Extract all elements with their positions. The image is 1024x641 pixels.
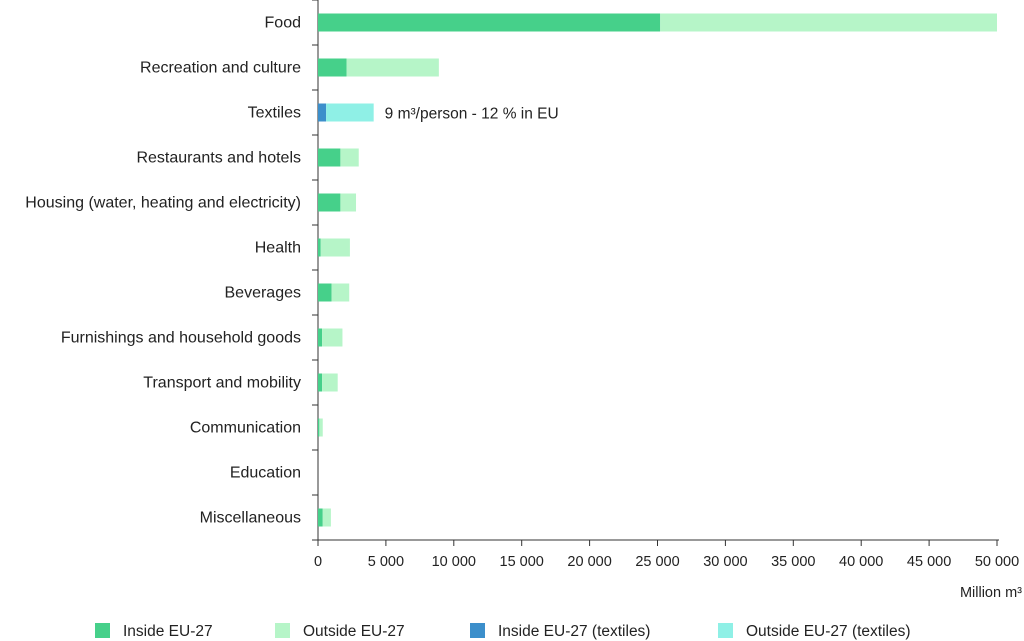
bar-segment: [318, 418, 320, 437]
bar-segment: [318, 193, 341, 212]
category-label: Recreation and culture: [140, 60, 301, 77]
x-tick-label: 20 000: [567, 554, 611, 570]
bar-segment: [660, 13, 997, 32]
category-labels: Food Recreation and culture Textiles Restau…: [25, 15, 301, 527]
category-label: Health: [255, 240, 301, 257]
bar-segment: [318, 283, 332, 302]
legend-item: Outside EU-27 (textiles): [718, 623, 911, 640]
bar-segment: [320, 238, 350, 257]
bar-segment: [318, 13, 661, 32]
category-label: Transport and mobility: [143, 375, 301, 392]
legend-label: Outside EU-27 (textiles): [746, 623, 911, 640]
legend-label: Inside EU-27: [123, 623, 213, 640]
x-tick-label: 25 000: [635, 554, 679, 570]
category-label: Miscellaneous: [200, 510, 301, 527]
legend-swatch: [275, 623, 290, 638]
x-tick-label: 15 000: [500, 554, 544, 570]
legend-swatch: [470, 623, 485, 638]
legend-swatch: [95, 623, 110, 638]
bar-segment: [326, 103, 374, 122]
category-label: Restaurants and hotels: [136, 150, 301, 167]
bars: [318, 13, 997, 527]
bar-segment: [318, 58, 347, 77]
bar-segment: [318, 148, 341, 167]
annotations: 9 m³/person - 12 % in EU: [385, 106, 559, 123]
axes: [312, 0, 999, 541]
bar-segment: [318, 238, 321, 257]
legend-label: Outside EU-27: [303, 623, 405, 640]
legend-item: Inside EU-27 (textiles): [470, 623, 650, 640]
category-label: Housing (water, heating and electricity): [25, 195, 301, 212]
category-label: Education: [230, 465, 301, 482]
bar-segment: [322, 328, 343, 347]
legend-item: Outside EU-27: [275, 623, 405, 640]
x-tick-label: 30 000: [703, 554, 747, 570]
category-label: Textiles: [248, 105, 301, 122]
bar-segment: [340, 148, 359, 167]
x-tick-label: 0: [314, 554, 322, 570]
x-axis-title: Million m³: [960, 585, 1022, 601]
x-tick-label: 5 000: [368, 554, 404, 570]
category-label: Beverages: [225, 285, 302, 302]
bar-segment: [322, 508, 331, 527]
bar-segment: [319, 418, 323, 437]
category-label: Communication: [190, 420, 301, 437]
x-axis-ticks: 0 5 000 10 000 15 000 20 000 25 000 30 000 35 0…: [314, 540, 1019, 570]
bar-segment: [318, 508, 323, 527]
bar-segment: [322, 373, 338, 392]
legend-swatch: [718, 623, 733, 638]
bar-segment: [318, 373, 323, 392]
legend-label: Inside EU-27 (textiles): [498, 623, 650, 640]
bar-segment: [346, 58, 439, 77]
bar-segment: [318, 103, 327, 122]
legend: Inside EU-27 Outside EU-27 Inside EU-27 (t…: [95, 623, 911, 640]
legend-item: Inside EU-27: [95, 623, 213, 640]
x-tick-label: 50 000: [975, 554, 1019, 570]
bar-segment: [340, 193, 357, 212]
bar-annotation: 9 m³/person - 12 % in EU: [385, 106, 559, 123]
category-label: Furnishings and household goods: [61, 330, 301, 347]
x-tick-label: 35 000: [771, 554, 815, 570]
x-tick-label: 10 000: [432, 554, 476, 570]
x-tick-label: 40 000: [839, 554, 883, 570]
x-tick-label: 45 000: [907, 554, 951, 570]
bar-segment: [331, 283, 350, 302]
bar-segment: [318, 328, 323, 347]
category-label: Food: [265, 15, 301, 32]
